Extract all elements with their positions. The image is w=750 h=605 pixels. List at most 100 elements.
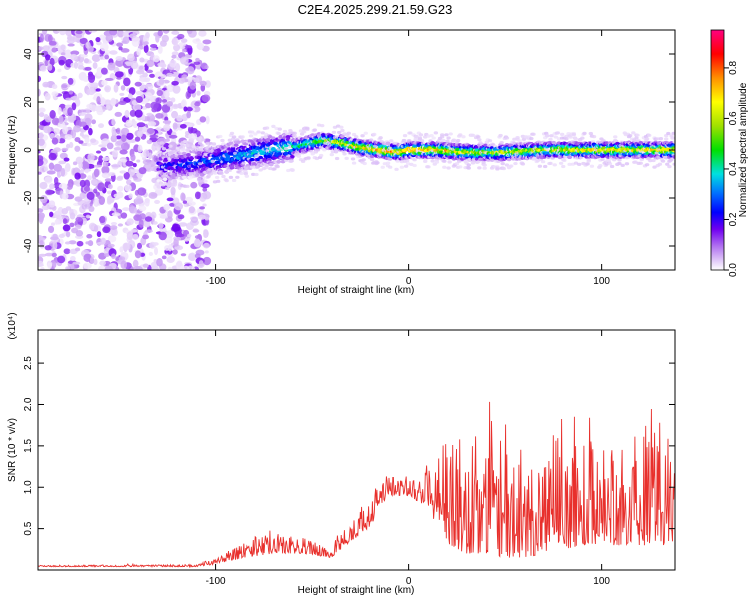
- heatmap-cell: [107, 243, 115, 248]
- heatmap-cell: [600, 157, 605, 162]
- heatmap-cell: [402, 134, 408, 138]
- heatmap-cell: [188, 132, 198, 141]
- heatmap-cell: [39, 240, 44, 246]
- heatmap-cell: [102, 226, 111, 234]
- colorbar-tick-label: 0.0: [728, 263, 739, 277]
- heatmap-cell: [88, 205, 95, 213]
- heatmap-cell: [75, 230, 84, 237]
- heatmap-cell: [135, 195, 144, 205]
- heatmap-cell: [194, 253, 201, 259]
- heatmap-cell: [92, 62, 98, 69]
- heatmap-cell: [120, 260, 128, 270]
- heatmap-cell: [470, 161, 476, 165]
- heatmap-cell: [200, 144, 205, 148]
- heatmap-cell: [171, 54, 177, 59]
- heatmap-cell: [100, 147, 107, 152]
- heatmap-cell: [515, 136, 520, 140]
- heatmap-cell: [235, 140, 241, 144]
- heatmap-cell: [351, 161, 357, 165]
- heatmap-cell: [176, 260, 183, 267]
- heatmap-cell: [136, 122, 146, 128]
- heatmap-cell: [186, 66, 195, 75]
- heatmap-cell: [70, 263, 75, 270]
- heatmap-cell: [163, 124, 171, 132]
- heatmap-cell: [69, 141, 74, 149]
- heatmap-cell: [508, 143, 514, 147]
- heatmap-cell: [178, 222, 188, 227]
- heatmap-cell: [186, 111, 191, 119]
- heatmap-cell: [57, 107, 62, 115]
- heatmap-cell: [143, 220, 151, 228]
- heatmap-cell: [88, 74, 96, 83]
- heatmap-cell: [617, 158, 622, 162]
- heatmap-cell: [200, 62, 208, 70]
- heatmap-cell: [523, 135, 529, 139]
- heatmap-cell: [238, 168, 243, 172]
- heatmap-cell: [189, 138, 194, 142]
- heatmap-cell: [477, 166, 482, 170]
- heatmap-cell: [150, 43, 158, 48]
- heatmap-cell: [122, 207, 130, 212]
- heatmap-cell: [552, 163, 557, 167]
- heatmap-cell: [93, 225, 99, 232]
- heatmap-cell: [171, 51, 179, 56]
- heatmap-cell: [75, 224, 82, 230]
- y-tick-label: 1.0: [23, 480, 34, 494]
- heatmap-cell: [157, 45, 163, 54]
- heatmap-cell: [229, 131, 235, 135]
- heatmap-cell: [93, 188, 98, 194]
- heatmap-cell: [188, 253, 194, 257]
- heatmap-cell: [47, 34, 53, 43]
- heatmap-cell: [51, 137, 59, 145]
- heatmap-cell: [132, 120, 138, 129]
- heatmap-cell: [350, 157, 356, 161]
- heatmap-cell: [470, 133, 476, 137]
- heatmap-cell: [167, 244, 173, 252]
- heatmap-cell: [194, 235, 201, 239]
- heatmap-cell: [190, 127, 198, 134]
- heatmap-cell: [624, 162, 630, 166]
- heatmap-cell: [111, 253, 116, 259]
- heatmap-cell: [90, 178, 98, 185]
- heatmap-cell: [201, 183, 210, 189]
- heatmap-cell: [458, 133, 463, 137]
- heatmap-cell: [132, 103, 142, 111]
- heatmap-cell: [67, 107, 73, 117]
- heatmap-cell: [139, 213, 146, 220]
- heatmap-cell: [568, 135, 573, 139]
- snr-x-ticks: -100 0 100: [206, 330, 610, 587]
- heatmap-cell: [57, 255, 66, 264]
- heatmap-cell: [658, 137, 664, 141]
- heatmap-cell: [418, 133, 424, 137]
- heatmap-cell: [591, 134, 597, 139]
- heatmap-cell: [192, 38, 201, 44]
- heatmap-cell: [84, 136, 90, 144]
- heatmap-cell: [154, 247, 159, 256]
- heatmap-cell: [74, 145, 81, 152]
- heatmap-cell: [183, 106, 188, 112]
- heatmap-cell: [537, 164, 543, 168]
- heatmap-cell: [305, 126, 310, 130]
- heatmap-cell: [48, 152, 57, 161]
- heatmap-cell: [173, 39, 178, 46]
- heatmap-cell: [206, 174, 211, 178]
- heatmap-cell: [389, 139, 394, 143]
- heatmap-cell: [48, 225, 55, 234]
- heatmap-cell: [169, 59, 177, 68]
- heatmap-cell: [380, 165, 385, 169]
- heatmap-cell: [157, 62, 166, 67]
- heatmap-cell: [562, 158, 567, 163]
- heatmap-cell: [138, 205, 147, 212]
- heatmap-cell: [165, 186, 170, 191]
- heatmap-cell: [178, 77, 186, 84]
- heatmap-cell: [105, 34, 114, 42]
- y-tick-label: -40: [23, 238, 34, 253]
- heatmap-cell: [290, 168, 295, 172]
- heatmap-cell: [339, 125, 344, 129]
- heatmap-cell: [161, 98, 168, 103]
- heatmap-cell: [52, 240, 58, 250]
- heatmap-cell: [65, 97, 73, 101]
- heatmap-cell: [199, 80, 207, 87]
- heatmap-cell: [57, 68, 62, 73]
- heatmap-cell: [211, 142, 217, 146]
